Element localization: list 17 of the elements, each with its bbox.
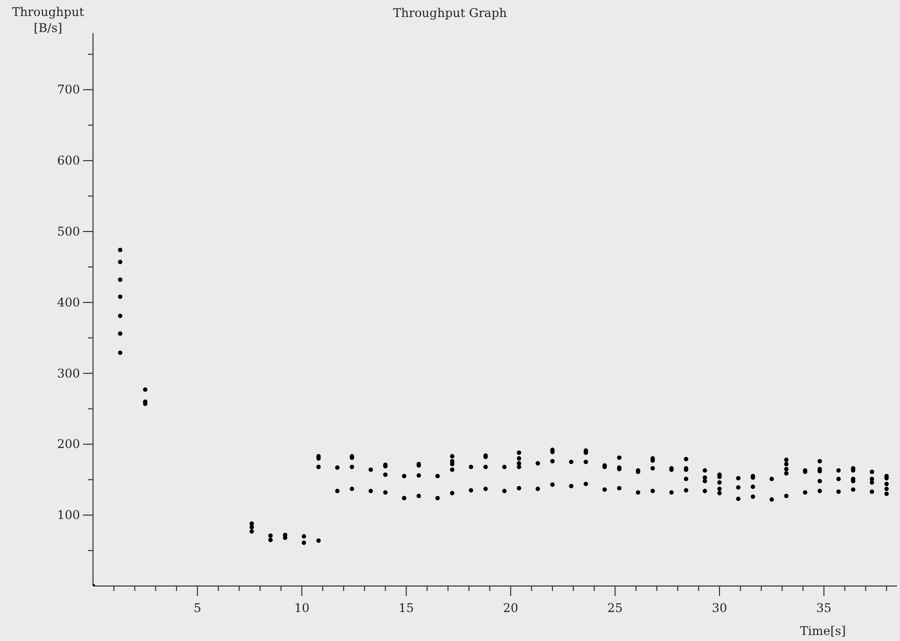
x-tick-label: 10	[294, 601, 310, 615]
x-tick-label: 30	[712, 601, 728, 615]
y-tick-label: 700	[57, 82, 80, 97]
chart-title: Throughput Graph	[393, 6, 507, 20]
x-tick-label: 25	[607, 601, 623, 615]
x-tick-label: 15	[398, 601, 414, 615]
x-tick-label: 20	[503, 601, 518, 615]
y-tick-label: 200	[57, 437, 80, 452]
y-tick-label: 500	[57, 224, 80, 239]
y-tick-label: 600	[57, 154, 80, 168]
x-tick-label: 5	[194, 601, 202, 615]
x-axis-title: Time[s]	[800, 624, 846, 638]
y-tick-label: 400	[57, 295, 80, 310]
y-tick-label: 300	[57, 366, 80, 380]
y-tick-label: 100	[57, 508, 80, 522]
x-tick-label: 35	[816, 601, 832, 615]
y-axis-title: Throughput [B/s]	[10, 4, 86, 36]
